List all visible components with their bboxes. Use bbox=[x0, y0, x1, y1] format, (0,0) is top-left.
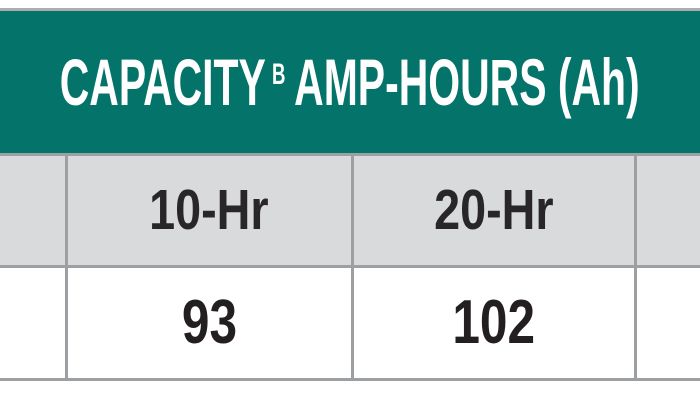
label-value-divider bbox=[0, 265, 700, 268]
column-label-10hr: 10-Hr bbox=[149, 177, 269, 242]
column-divider-middle bbox=[351, 153, 354, 381]
value-cell-10hr: 93 bbox=[68, 268, 352, 379]
value-row: 93 102 bbox=[0, 267, 700, 379]
capacity-value-10hr: 93 bbox=[181, 287, 237, 357]
title-rest: AMP-HOURS (Ah) bbox=[294, 45, 640, 119]
cutoff-cell-right bbox=[637, 156, 700, 266]
column-divider-right bbox=[634, 153, 637, 381]
title-main: CAPACITY bbox=[60, 45, 267, 119]
capacity-header-bar: CAPACITY B AMP-HOURS (Ah) bbox=[0, 11, 700, 153]
header-row-divider bbox=[0, 153, 700, 156]
cutoff-cell-left bbox=[0, 268, 65, 379]
column-label-20hr: 20-Hr bbox=[433, 177, 554, 242]
cutoff-cell-right bbox=[637, 268, 700, 379]
top-divider-line bbox=[0, 8, 700, 11]
column-label-row: 10-Hr 20-Hr bbox=[0, 155, 700, 266]
column-divider-left bbox=[65, 153, 68, 381]
label-cell-20hr: 20-Hr bbox=[354, 156, 635, 266]
bottom-border-line bbox=[0, 378, 700, 381]
footnote-superscript-b: B bbox=[272, 58, 286, 91]
value-cell-20hr: 102 bbox=[354, 268, 635, 379]
capacity-value-20hr: 102 bbox=[452, 287, 536, 357]
label-cell-10hr: 10-Hr bbox=[68, 156, 352, 266]
capacity-header-title: CAPACITY B AMP-HOURS (Ah) bbox=[60, 49, 640, 115]
cutoff-cell-left bbox=[0, 156, 65, 266]
